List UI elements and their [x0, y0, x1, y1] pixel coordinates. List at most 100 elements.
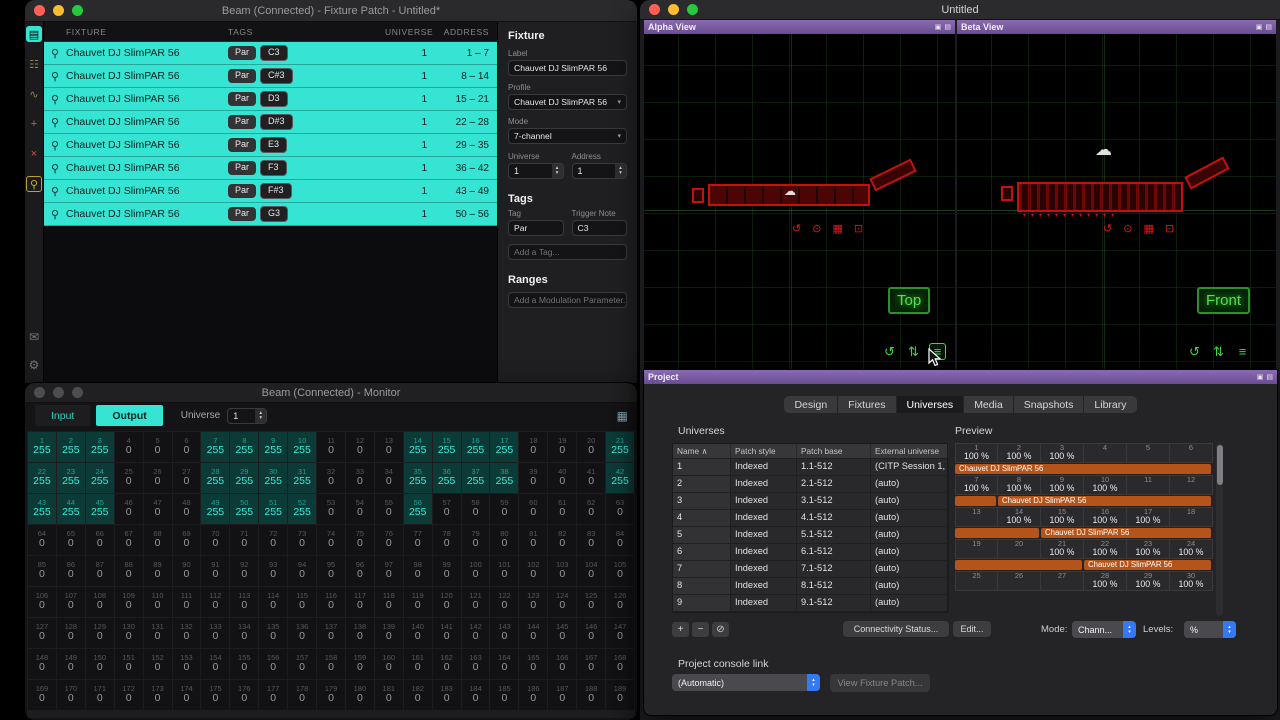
stepper-arrows-icon[interactable]: ▴ ▾: [615, 164, 626, 178]
waveform-icon[interactable]: ∿: [29, 88, 39, 101]
monitor-titlebar[interactable]: Beam (Connected) - Monitor: [25, 383, 637, 403]
panel-menu-icon[interactable]: ▤: [944, 24, 951, 31]
highlight-bulb-icon[interactable]: ⚲: [26, 176, 42, 192]
universe-stepper[interactable]: 1 ▴ ▾: [227, 407, 268, 424]
view-menu-icon[interactable]: ≡: [929, 343, 946, 360]
connectivity-status-button[interactable]: Connectivity Status...: [843, 621, 949, 637]
zoom-button[interactable]: [687, 4, 698, 15]
fixture-row[interactable]: ⚲ Chauvet DJ SlimPAR 56 Par C3 1 1 – 7: [44, 42, 497, 65]
focus-icon[interactable]: ⊙: [1123, 223, 1133, 235]
stepper-down-icon[interactable]: ▾: [555, 170, 559, 176]
fixture-list-icon[interactable]: ▤: [26, 26, 42, 42]
fixture-clamp[interactable]: [692, 188, 704, 203]
stepper-arrows-icon[interactable]: ▴ ▾: [551, 164, 563, 178]
fixture-row[interactable]: ⚲ Chauvet DJ SlimPAR 56 Par D3 1 15 – 21: [44, 88, 497, 111]
alpha-view-titlebar[interactable]: Alpha View ▣ ▤: [644, 20, 955, 34]
edit-button[interactable]: Edit...: [953, 621, 991, 637]
orbit-icon[interactable]: ↺: [1189, 343, 1200, 359]
minimize-button[interactable]: [53, 387, 64, 398]
universe-row[interactable]: 1 Indexed 1.1-512 (CITP Session 1,: [673, 459, 949, 476]
universe-row[interactable]: 9 Indexed 9.1-512 (auto): [673, 595, 949, 612]
column-header-address[interactable]: ADDRESS: [443, 26, 489, 37]
add-tag-input[interactable]: Add a Tag...: [508, 244, 627, 260]
popout-icon[interactable]: ▣: [934, 24, 942, 31]
minimize-button[interactable]: [53, 5, 64, 16]
tab-library[interactable]: Library: [1084, 396, 1137, 413]
stepper-arrows-icon[interactable]: ▴ ▾: [255, 408, 267, 423]
fixture-bar-angled[interactable]: [869, 158, 917, 192]
project-titlebar[interactable]: Project ▣ ▤: [644, 370, 1277, 384]
universe-row[interactable]: 3 Indexed 3.1-512 (auto): [673, 493, 949, 510]
trigger-note-input[interactable]: C3: [571, 220, 627, 236]
tab-input[interactable]: Input: [35, 405, 91, 426]
remove-universe-button[interactable]: −: [692, 622, 709, 637]
tag-input[interactable]: Par: [508, 220, 564, 236]
universe-row[interactable]: 4 Indexed 4.1-512 (auto): [673, 510, 949, 527]
fixture-row[interactable]: ⚲ Chauvet DJ SlimPAR 56 Par D#3 1 22 – 28: [44, 111, 497, 134]
add-range-input[interactable]: Add a Modulation Parameter...: [508, 292, 627, 308]
fixture-bar[interactable]: [708, 184, 870, 206]
scrollbar-thumb[interactable]: [1216, 445, 1223, 485]
panel-menu-icon[interactable]: ▤: [1266, 374, 1273, 381]
column-header-fixture[interactable]: FIXTURE: [66, 26, 107, 37]
stepper-up-icon[interactable]: ▴: [619, 165, 622, 171]
universe-row[interactable]: 7 Indexed 7.1-512 (auto): [673, 561, 949, 578]
fixture-row[interactable]: ⚲ Chauvet DJ SlimPAR 56 Par G3 1 50 – 56: [44, 203, 497, 226]
rotate-icon[interactable]: ↺: [1103, 223, 1113, 235]
orbit-icon[interactable]: ↺: [884, 343, 895, 359]
popout-icon[interactable]: ▣: [1255, 24, 1263, 31]
fixture-row[interactable]: ⚲ Chauvet DJ SlimPAR 56 Par F#3 1 43 – 49: [44, 180, 497, 203]
rotate-icon[interactable]: ↺: [792, 223, 802, 235]
label-input[interactable]: Chauvet DJ SlimPAR 56: [508, 60, 627, 76]
focus-icon[interactable]: ⊙: [812, 223, 822, 235]
popout-icon[interactable]: ▣: [1256, 374, 1264, 381]
stepper-down-icon[interactable]: ▾: [259, 414, 263, 421]
minimize-button[interactable]: [668, 4, 679, 15]
tab-output[interactable]: Output: [96, 405, 163, 426]
fixture-clamp[interactable]: [1001, 186, 1013, 201]
mode-dropdown[interactable]: 7-channel ▾: [508, 128, 627, 144]
universe-row[interactable]: 2 Indexed 2.1-512 (auto): [673, 476, 949, 493]
alpha-view-canvas[interactable]: ☁ ↺ ⊙ ▦ ⊡ Top ↺ ⇅ ≡: [644, 34, 955, 370]
levels-popup[interactable]: % ▴ ▾: [1184, 621, 1236, 638]
view-fixture-patch-button[interactable]: View Fixture Patch...: [830, 674, 930, 692]
tab-fixtures[interactable]: Fixtures: [838, 396, 896, 413]
patch-grid-icon[interactable]: ☷: [29, 58, 39, 71]
profile-dropdown[interactable]: Chauvet DJ SlimPAR 56 ▾: [508, 94, 627, 110]
column-header-name[interactable]: Name ∧: [673, 444, 731, 458]
preview-scrollbar[interactable]: [1216, 443, 1223, 616]
feedback-icon[interactable]: ✉: [28, 330, 40, 344]
address-stepper[interactable]: 1 ▴ ▾: [571, 163, 627, 179]
universe-row[interactable]: 5 Indexed 5.1-512 (auto): [673, 527, 949, 544]
settings-gear-icon[interactable]: ⚙: [28, 358, 40, 372]
column-header-tags[interactable]: TAGS: [228, 26, 253, 37]
remove-fixture-icon[interactable]: ×: [30, 148, 38, 160]
grid-view-icon[interactable]: ▦: [616, 408, 628, 423]
column-header-patch-base[interactable]: Patch base: [797, 444, 871, 458]
fixture-patch-titlebar[interactable]: Beam (Connected) - Fixture Patch - Untit…: [25, 0, 637, 22]
fixture-row[interactable]: ⚲ Chauvet DJ SlimPAR 56 Par F3 1 36 – 42: [44, 157, 497, 180]
view-menu-icon[interactable]: ≡: [1238, 344, 1247, 359]
tab-universes[interactable]: Universes: [896, 396, 964, 413]
column-header-patch-style[interactable]: Patch style: [731, 444, 797, 458]
universe-row[interactable]: 8 Indexed 8.1-512 (auto): [673, 578, 949, 595]
disable-universe-button[interactable]: ⊘: [712, 622, 729, 637]
grid-icon[interactable]: ▦: [1143, 223, 1154, 235]
beta-view-canvas[interactable]: ▾▾▾▾▾▾▾▾▾▾▾▾ ☁ ↺ ⊙ ▦ ⊡ Front ↺ ⇅ ≡: [957, 34, 1276, 370]
close-button[interactable]: [34, 5, 45, 16]
column-header-universe[interactable]: UNIVERSE: [385, 26, 434, 37]
frame-icon[interactable]: ⊡: [1164, 223, 1175, 235]
stepper-up-icon[interactable]: ▴: [555, 165, 559, 171]
tab-design[interactable]: Design: [784, 396, 838, 413]
beta-view-titlebar[interactable]: Beta View ▣ ▤: [957, 20, 1276, 34]
column-header-external-universe[interactable]: External universe: [871, 444, 949, 458]
add-fixture-icon[interactable]: +: [30, 118, 38, 130]
tab-media[interactable]: Media: [964, 396, 1013, 413]
pan-icon[interactable]: ⇅: [908, 343, 919, 359]
universe-stepper[interactable]: 1 ▴ ▾: [508, 163, 564, 179]
tab-snapshots[interactable]: Snapshots: [1013, 396, 1084, 413]
zoom-button[interactable]: [72, 5, 83, 16]
grid-icon[interactable]: ▦: [832, 223, 843, 235]
mode-popup[interactable]: Chann... ▴ ▾: [1072, 621, 1136, 638]
viewer-titlebar[interactable]: Untitled: [640, 0, 1280, 20]
